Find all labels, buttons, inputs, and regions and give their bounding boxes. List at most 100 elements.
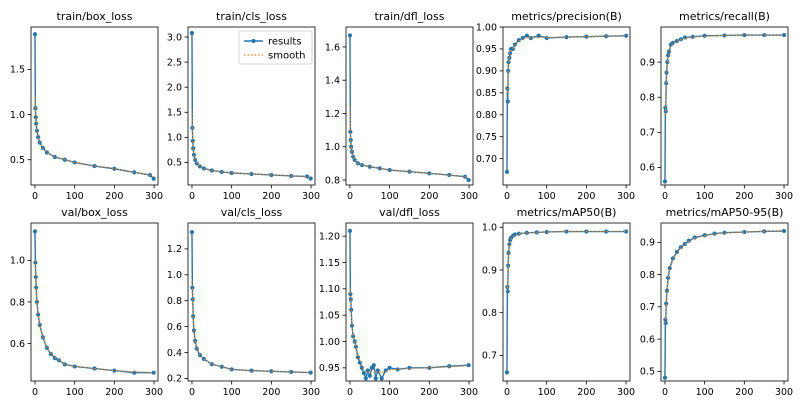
- results-data-point: [189, 229, 195, 235]
- y-tick-label: 0.85: [476, 88, 497, 99]
- results-data-point: [722, 230, 727, 235]
- results-data-point: [781, 228, 787, 234]
- results-data-point: [34, 299, 40, 305]
- y-tick-label: 0.5: [167, 158, 182, 169]
- x-tick-label: 100: [696, 387, 714, 398]
- smooth-series-line: [349, 105, 469, 179]
- results-data-point: [662, 179, 668, 184]
- x-tick-label: 200: [735, 387, 753, 398]
- y-tick-label: 0.9: [640, 57, 655, 68]
- results-data-point: [623, 33, 629, 38]
- chart-title: train/box_loss: [57, 10, 133, 23]
- smooth-series-line: [664, 230, 785, 324]
- y-tick-label: 1.15: [319, 258, 340, 269]
- results-data-point: [742, 32, 747, 38]
- results-data-point: [528, 35, 533, 41]
- x-tick-label: 300: [617, 191, 635, 202]
- results-data-point: [664, 301, 669, 306]
- chart-title: val/dfl_loss: [379, 206, 440, 219]
- x-tick-label: 0: [32, 387, 38, 398]
- y-tick-label: 1.0: [10, 256, 25, 267]
- results-data-point: [666, 275, 671, 280]
- results-data-point: [524, 33, 529, 38]
- x-tick-label: 0: [347, 387, 353, 398]
- results-data-point: [365, 368, 370, 373]
- results-data-point: [564, 229, 569, 234]
- chart-title: metrics/recall(B): [679, 10, 770, 23]
- y-tick-label: 1.10: [319, 284, 340, 295]
- x-tick-label: 300: [460, 387, 478, 398]
- results-data-point: [361, 371, 366, 376]
- results-data-point: [36, 312, 41, 317]
- y-tick-label: 1.2: [167, 244, 182, 255]
- results-data-point: [367, 164, 372, 169]
- results-data-point: [351, 334, 356, 339]
- y-tick-label: 0.8: [167, 296, 182, 307]
- y-tick-label: 1.05: [319, 310, 340, 321]
- x-tick-label: 0: [662, 191, 668, 202]
- results-data-point: [427, 365, 432, 370]
- y-tick-label: 0.80: [476, 110, 497, 121]
- y-tick-label: 0.75: [476, 132, 497, 143]
- y-tick-label: 2.0: [167, 82, 182, 93]
- x-tick-label: 100: [538, 191, 556, 202]
- x-tick-label: 100: [223, 191, 241, 202]
- y-tick-label: 0.90: [476, 66, 497, 77]
- results-data-point: [742, 229, 747, 235]
- results-data-point: [34, 121, 39, 126]
- results-data-point: [387, 365, 392, 370]
- plot-frame: [345, 26, 474, 186]
- y-tick-label: 0.4: [167, 348, 182, 359]
- y-tick-label: 0.8: [482, 308, 497, 319]
- y-tick-label: 1.0: [167, 133, 182, 144]
- x-tick-label: 300: [302, 387, 320, 398]
- legend-results-label: results: [268, 37, 302, 48]
- y-tick-label: 0.6: [640, 334, 655, 345]
- y-tick-label: 0.70: [476, 154, 497, 165]
- y-tick-label: 0.7: [482, 351, 497, 362]
- x-tick-label: 300: [775, 191, 793, 202]
- results-data-point: [249, 171, 254, 177]
- plot-frame: [30, 26, 159, 186]
- plot-frame: [660, 26, 789, 186]
- results-data-point: [348, 292, 353, 297]
- y-tick-label: 1.5: [167, 108, 182, 119]
- results-data-point: [371, 363, 376, 368]
- chart-title: metrics/mAP50-95(B): [666, 206, 784, 219]
- y-tick-label: 0.6: [10, 339, 25, 350]
- y-tick-label: 1.0: [167, 270, 182, 281]
- y-tick-label: 1.00: [319, 337, 340, 348]
- results-data-point: [508, 51, 513, 56]
- results-data-point: [516, 231, 521, 236]
- x-tick-label: 200: [420, 191, 438, 202]
- y-tick-label: 0.8: [640, 93, 655, 104]
- x-tick-label: 300: [145, 191, 163, 202]
- results-data-point: [692, 235, 697, 240]
- y-tick-label: 0.6: [167, 322, 182, 333]
- legend-results-marker: [251, 38, 256, 44]
- smooth-series-line: [34, 260, 154, 374]
- results-data-point: [112, 368, 117, 373]
- y-tick-label: 0.7: [640, 302, 655, 313]
- results-data-point: [33, 260, 38, 265]
- chart-title: val/box_loss: [61, 206, 128, 219]
- results-data-point: [504, 370, 510, 375]
- y-tick-label: 0.7: [640, 128, 655, 139]
- results-data-point: [387, 167, 392, 173]
- results-data-point: [219, 364, 224, 369]
- plot-frame: [502, 222, 631, 382]
- results-series-line: [664, 230, 785, 378]
- x-tick-label: 300: [460, 191, 478, 202]
- y-tick-label: 0.2: [167, 374, 182, 385]
- x-tick-label: 0: [504, 387, 510, 398]
- results-data-point: [348, 137, 353, 143]
- results-data-point: [112, 166, 117, 171]
- y-tick-label: 0.95: [319, 363, 340, 374]
- results-data-point: [52, 356, 57, 361]
- smooth-series-line: [191, 281, 311, 374]
